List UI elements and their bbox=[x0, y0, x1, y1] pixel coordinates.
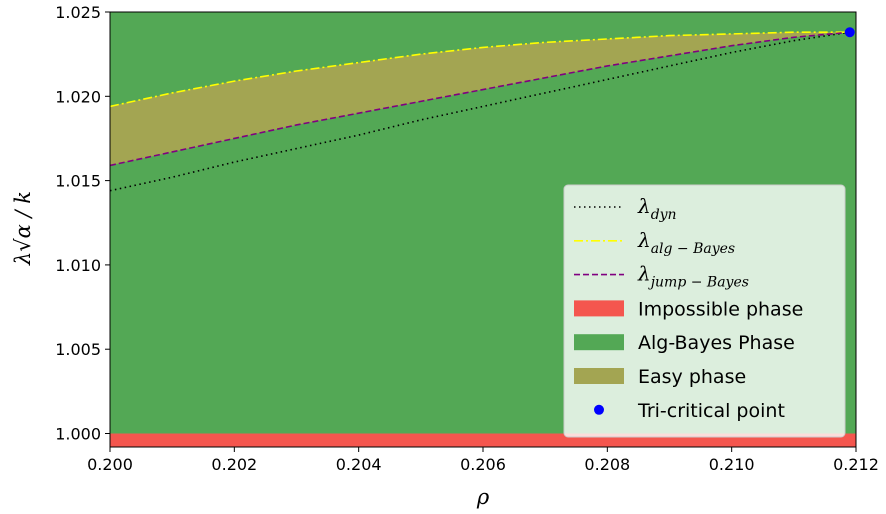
legend-patch bbox=[574, 300, 624, 317]
legend-label: λdyn bbox=[637, 194, 677, 223]
y-axis-label: λ√α / k bbox=[11, 191, 35, 266]
series-line-2 bbox=[110, 31, 850, 167]
y-tick-label: 1.005 bbox=[55, 340, 101, 359]
legend-label: Impossible phase bbox=[638, 298, 803, 320]
x-tick-label: 0.200 bbox=[87, 455, 133, 474]
x-tick-label: 0.206 bbox=[460, 455, 506, 474]
tri-critical-point-0 bbox=[844, 27, 855, 38]
x-axis-label: ρ bbox=[476, 485, 490, 509]
y-tick-label: 1.020 bbox=[55, 87, 101, 106]
legend-patch bbox=[574, 368, 624, 384]
legend: λdyn λalg − Bayes λjump − Bayes Impossible … bbox=[563, 184, 846, 438]
legend-dot bbox=[594, 404, 604, 415]
legend-label: λalg − Bayes bbox=[637, 228, 735, 257]
y-tick-label: 1.010 bbox=[55, 256, 101, 275]
legend-label: Alg-Bayes Phase bbox=[638, 332, 795, 354]
y-tick-label: 1.000 bbox=[55, 425, 101, 444]
legend-box bbox=[563, 184, 846, 438]
x-tick-label: 0.204 bbox=[336, 455, 382, 474]
legend-label: Tri-critical point bbox=[637, 400, 785, 422]
axes: 0.200 0.202 0.204 0.206 0.208 0.210 0.212 1.000… bbox=[55, 3, 879, 474]
legend-patch bbox=[574, 334, 624, 351]
x-tick-label: 0.202 bbox=[211, 455, 257, 474]
legend-label: λjump − Bayes bbox=[637, 262, 749, 291]
y-tick-label: 1.025 bbox=[55, 3, 101, 22]
x-tick-label: 0.212 bbox=[833, 455, 879, 474]
legend-label: Easy phase bbox=[638, 366, 746, 388]
series-line-1 bbox=[110, 31, 850, 108]
x-tick-label: 0.210 bbox=[709, 455, 755, 474]
x-tick-label: 0.208 bbox=[584, 455, 630, 474]
region-easy-phase bbox=[110, 32, 850, 166]
y-tick-label: 1.015 bbox=[55, 172, 101, 191]
